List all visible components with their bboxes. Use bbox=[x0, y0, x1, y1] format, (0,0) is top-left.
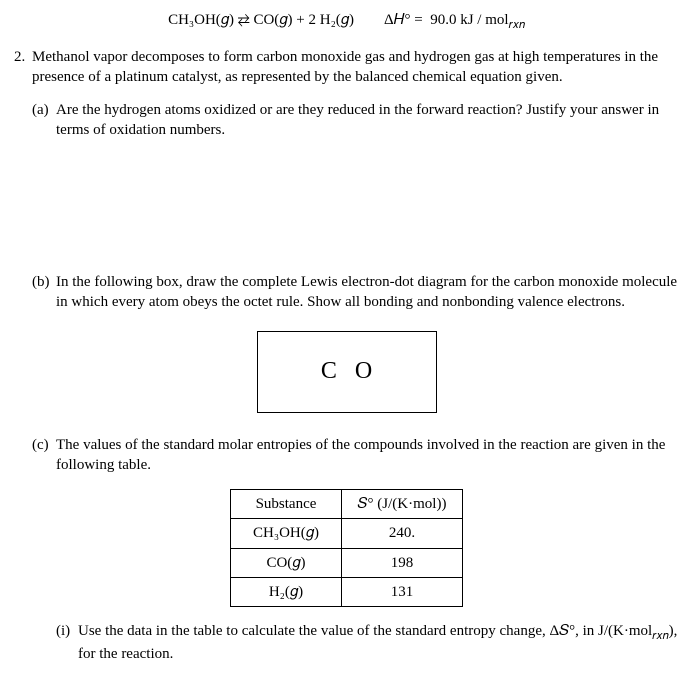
part-c: (c) The values of the standard molar ent… bbox=[32, 435, 679, 476]
equation-text: CH₃OH(𝑔) ⇄ CO(𝑔) + 2 H₂(𝑔) Δ𝐻° = 90.0 kJ… bbox=[168, 12, 508, 28]
table-row: CH₃OH(𝑔) 240. bbox=[231, 519, 463, 548]
part-b-text: In the following box, draw the complete … bbox=[56, 272, 679, 313]
row-substance: CO(𝑔) bbox=[231, 548, 342, 577]
part-c-i-sub: 𝑟𝑥𝑛 bbox=[652, 630, 668, 642]
problem-statement: 2. Methanol vapor decomposes to form car… bbox=[14, 47, 679, 88]
table-row: H₂(𝑔) 131 bbox=[231, 577, 463, 606]
header-entropy: 𝑆° (J/(K·mol)) bbox=[342, 490, 463, 519]
table-row: CO(𝑔) 198 bbox=[231, 548, 463, 577]
part-c-i: (i) Use the data in the table to calcula… bbox=[56, 621, 679, 664]
row-value: 131 bbox=[342, 577, 463, 606]
part-b: (b) In the following box, draw the compl… bbox=[32, 272, 679, 313]
reaction-equation: CH₃OH(𝑔) ⇄ CO(𝑔) + 2 H₂(𝑔) Δ𝐻° = 90.0 kJ… bbox=[14, 10, 679, 33]
equation-subscript: 𝑟𝑥𝑛 bbox=[509, 19, 525, 31]
table-header-row: Substance 𝑆° (J/(K·mol)) bbox=[231, 490, 463, 519]
entropy-table: Substance 𝑆° (J/(K·mol)) CH₃OH(𝑔) 240. C… bbox=[230, 489, 463, 607]
row-substance: CH₃OH(𝑔) bbox=[231, 519, 342, 548]
problem-number: 2. bbox=[14, 47, 32, 88]
answer-space-a bbox=[14, 152, 679, 272]
part-a-text: Are the hydrogen atoms oxidized or are t… bbox=[56, 100, 679, 141]
part-a-label: (a) bbox=[32, 100, 56, 141]
part-c-i-text: Use the data in the table to calculate t… bbox=[78, 621, 679, 664]
lewis-oxygen: O bbox=[355, 355, 390, 387]
row-value: 198 bbox=[342, 548, 463, 577]
part-a: (a) Are the hydrogen atoms oxidized or a… bbox=[32, 100, 679, 141]
row-value: 240. bbox=[342, 519, 463, 548]
lewis-diagram-box: CO bbox=[257, 331, 437, 413]
part-c-label: (c) bbox=[32, 435, 56, 476]
lewis-carbon: C bbox=[321, 355, 355, 387]
part-c-i-main: Use the data in the table to calculate t… bbox=[78, 623, 652, 639]
part-c-i-label: (i) bbox=[56, 621, 78, 664]
problem-text: Methanol vapor decomposes to form carbon… bbox=[32, 47, 679, 88]
header-substance: Substance bbox=[231, 490, 342, 519]
part-c-text: The values of the standard molar entropi… bbox=[56, 435, 679, 476]
row-substance: H₂(𝑔) bbox=[231, 577, 342, 606]
part-b-label: (b) bbox=[32, 272, 56, 313]
